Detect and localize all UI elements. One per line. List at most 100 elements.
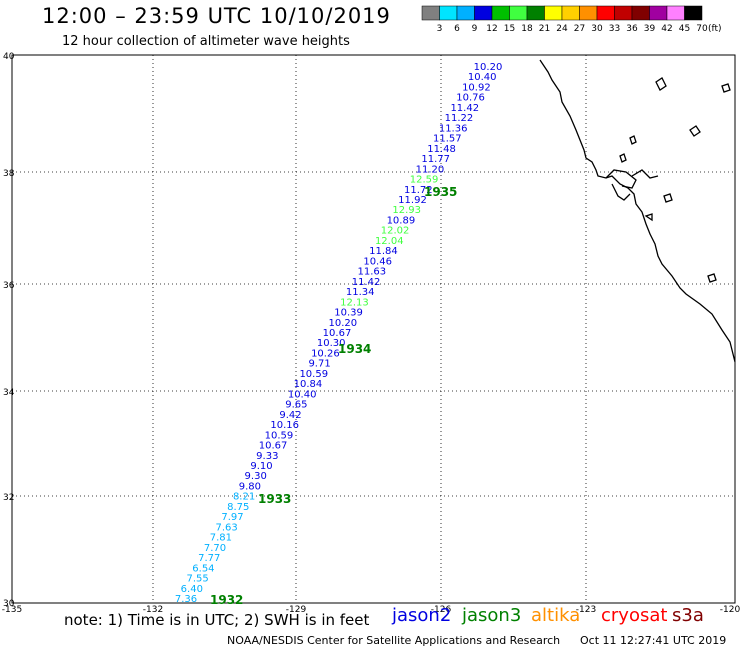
coastline-bay-inner (611, 183, 631, 201)
legend-label: 12 (486, 24, 497, 34)
legend-label: 70 (696, 24, 708, 34)
wave-height-label: 8.75 (227, 502, 249, 513)
footer-credit: NOAA/NESDIS Center for Satellite Applica… (227, 634, 561, 647)
lake-6 (707, 273, 717, 283)
lake-8 (644, 213, 653, 222)
lat-label: 36 (3, 281, 15, 291)
legend-label: 15 (504, 24, 515, 34)
lat-label: 38 (3, 169, 15, 179)
legend-label: 6 (454, 24, 460, 34)
wave-height-label: 11.36 (439, 123, 468, 134)
satellite-s3a: s3a (672, 605, 704, 626)
page-title: 12:00 – 23:59 UTC 10/10/2019 (42, 4, 391, 28)
wave-height-label: 7.70 (204, 543, 226, 554)
satellite-cryosat: cryosat (601, 605, 668, 626)
wave-height-label: 10.92 (462, 82, 491, 93)
wave-height-label: 7.36 (175, 594, 197, 605)
coastline-bay (605, 169, 637, 189)
legend-swatch (684, 5, 703, 21)
wave-height-label: 9.71 (308, 359, 330, 370)
wave-height-label: 10.26 (311, 348, 340, 359)
wave-height-label: 10.40 (468, 72, 497, 83)
color-legend: 3 6 9 12 15 18 21 24 27 30 33 36 39 42 45 70 (ft) (421, 5, 722, 34)
wave-height-label: 10.20 (474, 62, 503, 73)
wave-height-label: 10.16 (270, 420, 299, 431)
wave-height-label: 10.89 (387, 215, 416, 226)
coastline (539, 59, 736, 363)
wave-height-label: 11.63 (358, 267, 387, 278)
wave-height-label: 11.92 (398, 195, 427, 206)
lat-label: 34 (3, 388, 15, 398)
wave-height-label: 9.80 (239, 481, 261, 492)
wave-height-label: 12.04 (375, 236, 404, 247)
wave-height-label: 12.93 (392, 205, 421, 216)
wave-height-label: 6.40 (181, 584, 203, 595)
wave-height-label: 12.13 (340, 297, 369, 308)
legend-label: 36 (626, 24, 638, 34)
wave-height-label: 9.30 (245, 471, 267, 482)
wave-height-label: 11.77 (421, 154, 450, 165)
lake-5 (663, 193, 673, 203)
wave-height-label: 10.76 (456, 93, 485, 104)
wave-height-label: 11.57 (433, 134, 462, 145)
wave-height-label: 10.84 (294, 379, 323, 390)
pass-labels: 1932 1933 1934 1935 (210, 185, 457, 607)
wave-height-label: 7.63 (216, 522, 238, 533)
wave-height-label: 10.67 (259, 441, 288, 452)
axis-labels: 40 38 36 34 32 30-135 -132 -129 -126 -123 -120 (2, 52, 740, 615)
wave-height-label: 10.67 (323, 328, 352, 339)
wave-height-label: 9.10 (250, 461, 272, 472)
altimeter-track: 10.2010.4010.9210.7611.4211.2211.3611.57… (175, 62, 502, 605)
wave-height-label: 7.77 (198, 553, 220, 564)
lon-label: -132 (143, 605, 163, 615)
lake-7 (619, 153, 627, 163)
wave-height-label: 11.20 (416, 164, 445, 175)
lon-label: -123 (576, 605, 596, 615)
wave-height-label: 10.46 (363, 256, 392, 267)
legend-label: 30 (591, 24, 603, 34)
wave-height-label: 11.42 (450, 103, 479, 114)
lake-1 (655, 77, 667, 91)
wave-height-label: 10.59 (299, 369, 328, 380)
legend-label: 39 (644, 24, 656, 34)
wave-height-label: 11.22 (445, 113, 474, 124)
lat-lon-grid (12, 55, 735, 603)
satellite-jason3: jason3 (462, 605, 522, 626)
wave-height-label: 10.59 (265, 430, 294, 441)
wave-height-label: 9.65 (285, 400, 307, 411)
wave-height-label: 12.02 (381, 226, 410, 237)
lat-label: 32 (3, 493, 14, 503)
wave-height-label: 12.59 (410, 175, 439, 186)
satellite-jason2: jason2 (392, 605, 452, 626)
wave-height-label: 10.30 (317, 338, 346, 349)
lake-2 (721, 83, 731, 93)
pass-label: 1934 (338, 342, 371, 356)
wave-height-label: 10.39 (334, 308, 363, 319)
lon-label: -120 (720, 605, 740, 615)
pass-label: 1932 (210, 593, 243, 607)
legend-label: 24 (556, 24, 568, 34)
legend-label: 33 (609, 24, 620, 34)
lat-label: 40 (3, 52, 15, 62)
legend-label: 3 (437, 24, 443, 34)
lake-4 (689, 125, 701, 137)
coastline-california (539, 59, 736, 363)
pass-label: 1933 (258, 492, 291, 506)
wave-height-label: 11.48 (427, 144, 456, 155)
wave-height-label: 7.81 (210, 533, 232, 544)
footer-timestamp: Oct 11 12:27:41 UTC 2019 (580, 634, 727, 647)
lon-label: -135 (2, 605, 22, 615)
wave-height-label: 7.97 (221, 512, 243, 523)
wave-height-label: 11.34 (346, 287, 375, 298)
wave-height-label: 11.42 (352, 277, 381, 288)
lat-label: 30 (3, 599, 15, 609)
legend-unit: (ft) (708, 24, 722, 34)
wave-height-label: 10.20 (328, 318, 357, 329)
legend-label: 45 (679, 24, 690, 34)
map-frame (11, 54, 736, 604)
wave-height-label: 8.21 (233, 492, 255, 503)
wave-height-label: 9.42 (279, 410, 301, 421)
wave-height-label: 10.40 (288, 389, 317, 400)
note-text: note: 1) Time is in UTC; 2) SWH is in fe… (64, 611, 370, 629)
page-subtitle: 12 hour collection of altimeter wave hei… (62, 34, 350, 49)
